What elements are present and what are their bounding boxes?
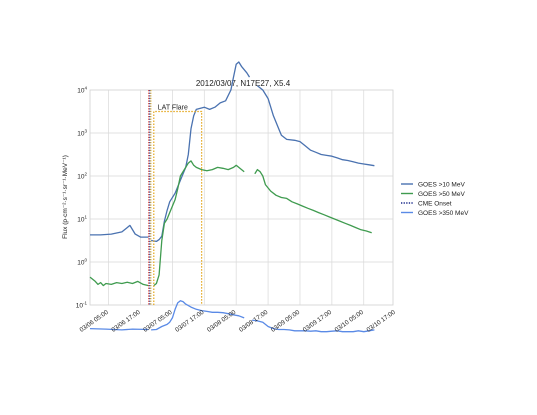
lat-flare-box: LAT Flare [153,105,203,305]
y-tick-label: 100 [77,258,87,267]
lat-flare-outline [153,110,203,305]
legend-item: GOES >350 MeV [401,210,469,217]
x-tick-label: 03/09 17:00 [302,309,334,334]
grid [89,89,394,306]
series-line [89,276,149,287]
legend-item: GOES >50 MeV [401,191,465,198]
legend-label: GOES >350 MeV [418,210,469,217]
series-line [89,327,149,331]
series-line [150,61,251,243]
legend: GOES >10 MeV GOES >50 MeV CME Onset GOES >3… [401,181,469,217]
y-axis-label: Flux (p·cm⁻²·s⁻¹·sr⁻¹·MeV⁻¹) [62,155,69,239]
lat-flare-label: LAT Flare [158,105,188,112]
series-line [254,168,372,234]
series-goes-10-mev [90,61,375,243]
y-tick-label: 104 [77,86,87,95]
y-tick-label: 102 [77,172,87,181]
cme-onset-line [148,90,152,305]
overlay-layer: LAT Flare [148,90,203,305]
series-layer [89,61,375,333]
series-line [153,160,245,287]
series-goes-50-mev [89,160,372,287]
y-tick-label: 101 [77,215,87,224]
legend-label: CME Onset [418,200,452,207]
series-line [256,85,375,167]
series-goes-350-mev [89,300,375,333]
chart-title: 2012/03/07, N17E27, X5.4 [196,79,291,88]
plot-frame [89,89,394,306]
legend-label: GOES >10 MeV [418,181,465,188]
x-tick-label: 03/08 17:00 [238,309,270,334]
series-line [151,300,245,331]
legend-item: GOES >10 MeV [401,181,465,188]
y-tick-label: 10-1 [76,301,88,310]
y-tick-label: 103 [77,129,87,138]
x-tick-label: 03/10 17:00 [366,309,398,334]
x-tick-label: 03/06 05:00 [78,309,110,334]
series-line [90,224,149,238]
x-tick-label: 03/10 05:00 [334,309,366,334]
legend-item: CME Onset [401,200,452,207]
legend-label: GOES >50 MeV [418,191,465,198]
x-tick-label: 03/07 05:00 [142,309,174,334]
series-line [252,319,375,333]
x-tick-label: 03/07 17:00 [174,309,206,334]
